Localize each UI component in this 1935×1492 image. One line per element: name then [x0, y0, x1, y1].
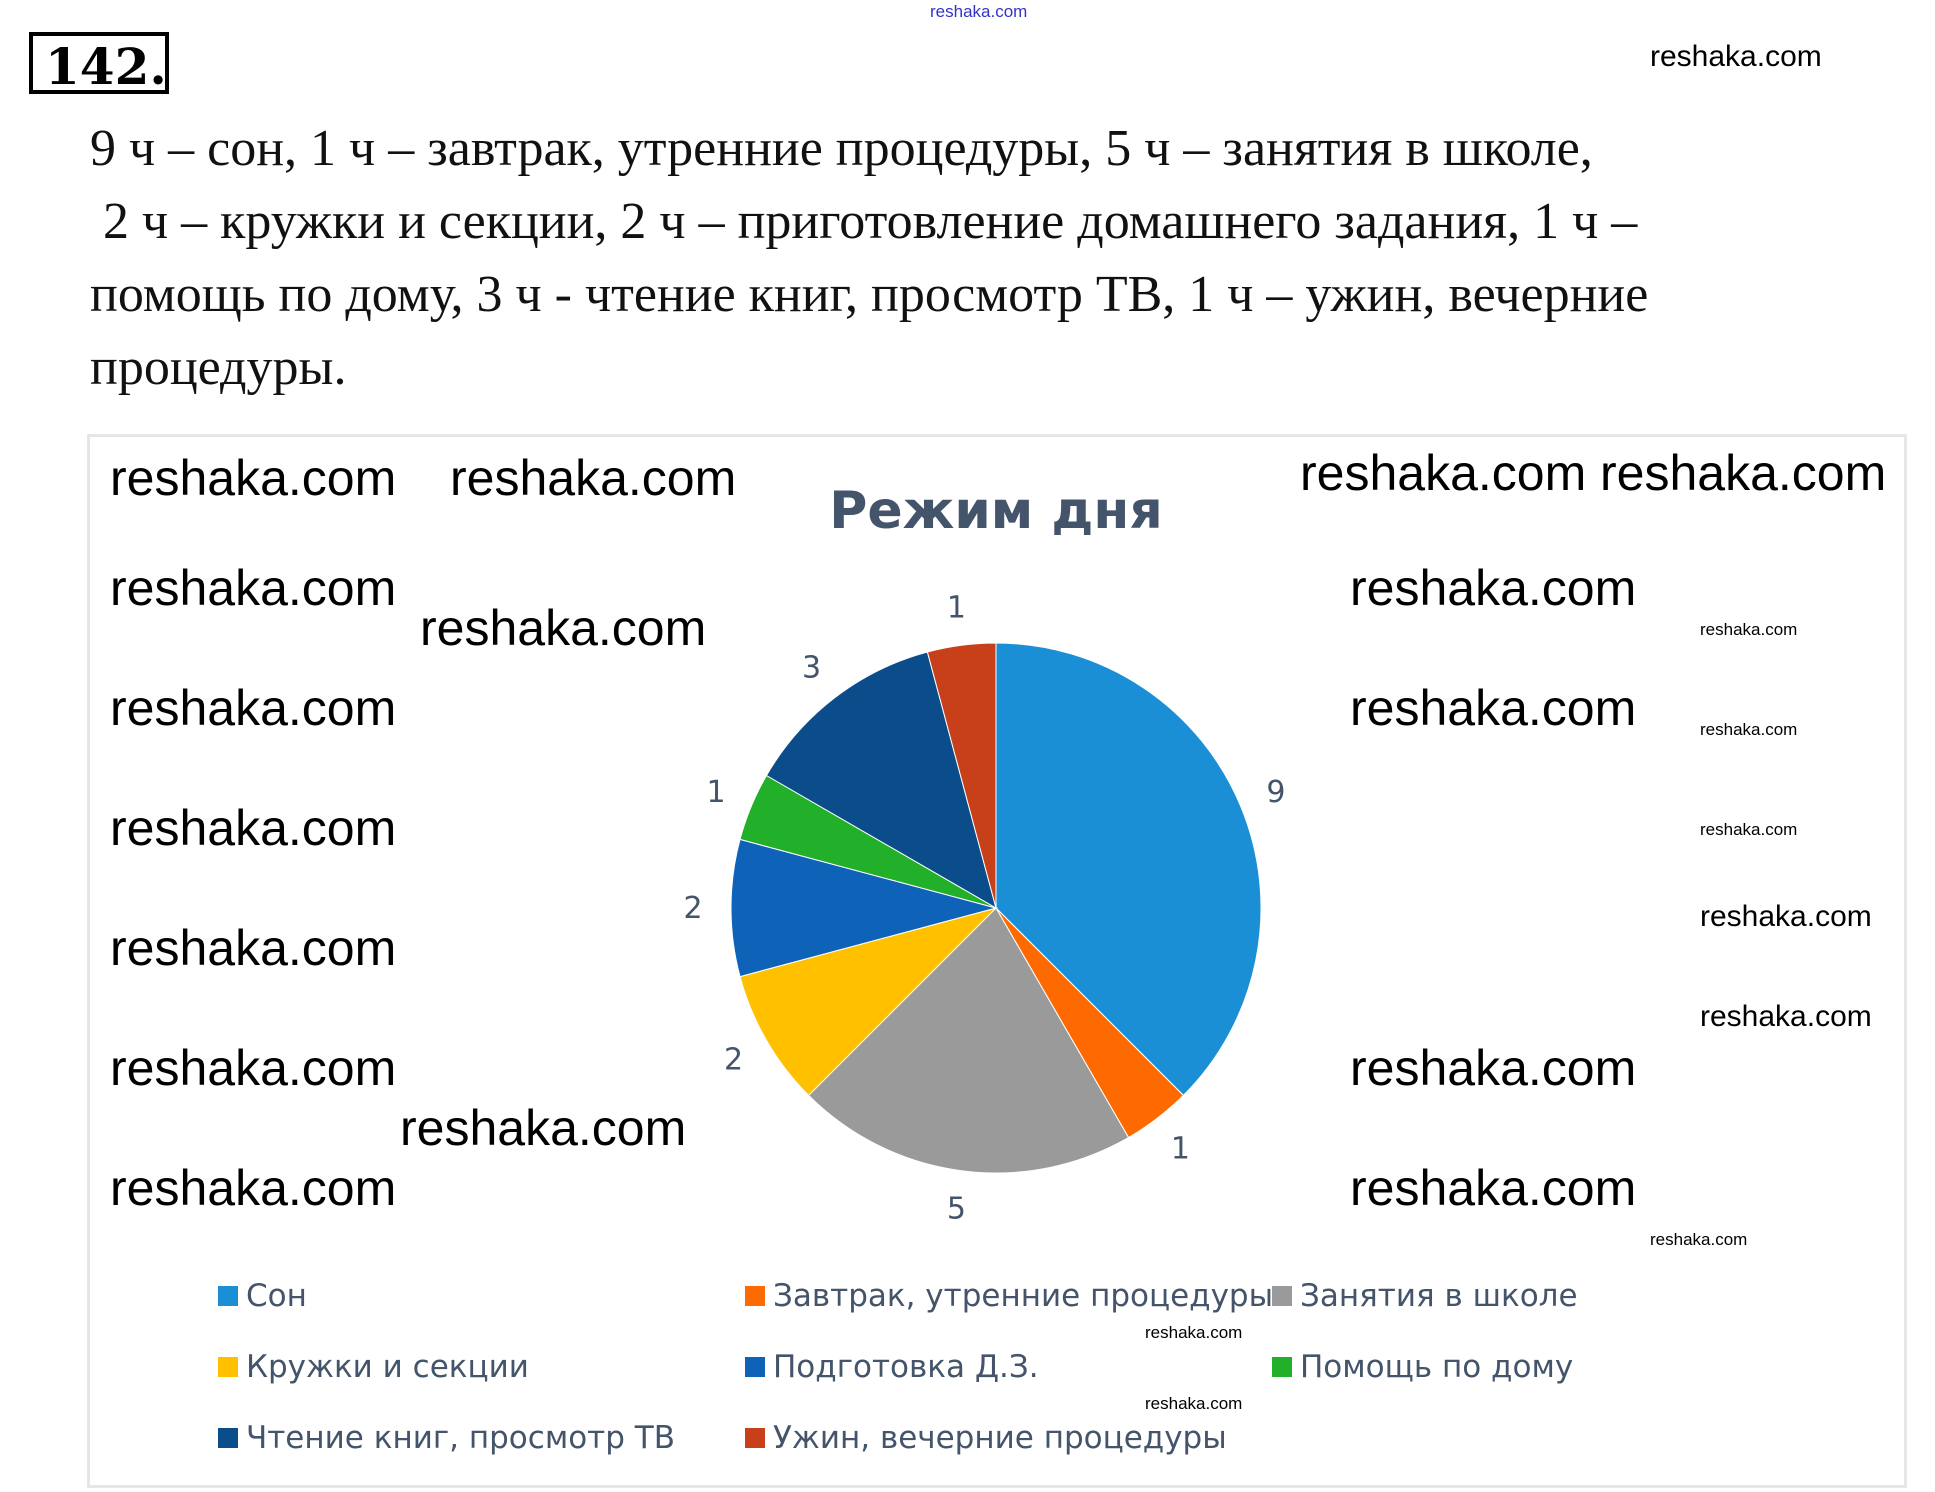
data-label: 2 [683, 891, 702, 926]
watermark: reshaka.com [1145, 1323, 1243, 1342]
legend-swatch [218, 1428, 238, 1448]
legend-item: Чтение книг, просмотр ТВ [218, 1420, 675, 1456]
pie-slice [730, 838, 998, 978]
watermark: reshaka.com [1650, 1230, 1748, 1249]
watermark: reshaka.com [1350, 1160, 1637, 1216]
watermark: reshaka.com [1700, 620, 1798, 639]
watermark: reshaka.com [1350, 1040, 1637, 1096]
pie-slice [926, 642, 997, 909]
task-line: процедуры. [90, 339, 347, 396]
data-label: 1 [947, 591, 966, 626]
watermark: reshaka.com [450, 450, 737, 506]
legend-swatch [1272, 1286, 1292, 1306]
watermark: reshaka.com [1700, 900, 1872, 933]
watermark: reshaka.com [1600, 445, 1887, 501]
data-label: 5 [947, 1191, 966, 1226]
legend-label: Помощь по дому [1300, 1349, 1574, 1385]
pie-slice [765, 651, 997, 910]
data-label: 9 [1266, 775, 1285, 810]
task-text: 9 ч – сон, 1 ч – завтрак, утренние проце… [90, 112, 1910, 404]
problem-number: 142. [29, 32, 169, 96]
data-label: 1 [707, 775, 726, 810]
legend-item: Ужин, вечерние процедуры [745, 1420, 1227, 1456]
watermark: reshaka.com [110, 560, 397, 616]
watermark: reshaka.com [930, 2, 1028, 21]
watermark: reshaka.com [400, 1100, 687, 1156]
watermark: reshaka.com [1350, 680, 1637, 736]
chart-title: Режим дня [829, 481, 1162, 541]
task-line: 2 ч – кружки и секции, 2 ч – приготовлен… [90, 193, 1638, 250]
watermark: reshaka.com [110, 1040, 397, 1096]
watermark: reshaka.com [1145, 1394, 1243, 1413]
legend-item: Кружки и секции [218, 1349, 529, 1385]
watermark: reshaka.com [1700, 720, 1798, 739]
data-label: 3 [802, 651, 821, 686]
legend-label: Подготовка Д.З. [773, 1349, 1039, 1385]
watermark: reshaka.com [1350, 560, 1637, 616]
task-line: 9 ч – сон, 1 ч – завтрак, утренние проце… [90, 120, 1593, 177]
legend-label: Ужин, вечерние процедуры [773, 1420, 1227, 1456]
pie-slice [807, 907, 1130, 1174]
pie-slice [995, 642, 1262, 1097]
legend-item: Занятия в школе [1272, 1278, 1578, 1314]
legend-item: Сон [218, 1278, 307, 1314]
watermark: reshaka.com [1700, 1000, 1872, 1033]
data-label: 1 [1171, 1131, 1190, 1166]
data-label: 2 [724, 1043, 743, 1078]
watermark: reshaka.com [110, 680, 397, 736]
legend-swatch [1272, 1357, 1292, 1377]
watermark: reshaka.com [110, 920, 397, 976]
watermark: reshaka.com [110, 450, 397, 506]
legend-item: Завтрак, утренние процедуры [745, 1278, 1273, 1314]
watermark: reshaka.com [1300, 445, 1587, 501]
legend-label: Кружки и секции [246, 1349, 529, 1385]
pie-slice [739, 907, 998, 1097]
legend-swatch [745, 1286, 765, 1306]
legend-swatch [745, 1357, 765, 1377]
watermark: reshaka.com [420, 600, 707, 656]
legend-swatch [745, 1428, 765, 1448]
task-line: помощь по дому, 3 ч - чтение книг, просм… [90, 266, 1649, 323]
legend-label: Занятия в школе [1300, 1278, 1578, 1314]
pie-slices [730, 642, 1262, 1174]
watermark: reshaka.com [110, 1160, 397, 1216]
legend-item: Подготовка Д.З. [745, 1349, 1039, 1385]
watermark: reshaka.com [110, 800, 397, 856]
legend-label: Чтение книг, просмотр ТВ [246, 1420, 675, 1456]
watermark: reshaka.com [1650, 40, 1822, 73]
chart-area [87, 434, 1907, 1488]
pie-data-labels: 9 1 5 2 2 1 3 1 [683, 591, 1285, 1227]
legend-swatch [218, 1286, 238, 1306]
legend-label: Сон [246, 1278, 307, 1314]
watermark: reshaka.com [1700, 820, 1798, 839]
legend-swatch [218, 1357, 238, 1377]
legend-item: Помощь по дому [1272, 1349, 1573, 1385]
legend-label: Завтрак, утренние процедуры [773, 1278, 1274, 1314]
